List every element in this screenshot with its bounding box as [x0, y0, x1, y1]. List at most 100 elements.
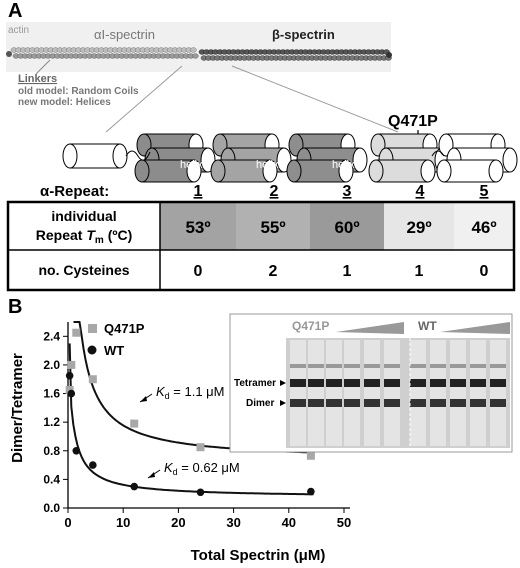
data-point-q471p	[306, 451, 315, 460]
data-point-wt	[67, 389, 76, 398]
data-point-wt	[72, 446, 81, 455]
y-tick-label: 2.0	[43, 358, 60, 372]
repeat-number-5: 5	[480, 183, 489, 200]
gel-dimer-arrow	[280, 400, 286, 406]
gel-lane	[450, 340, 466, 446]
kd-wt-arrowhead	[148, 472, 155, 478]
gel-band-tetramer	[344, 379, 360, 387]
kd-wt-label: Kd = 0.62 μM	[164, 460, 240, 477]
legend-label-wt: WT	[104, 343, 124, 358]
tm-cell-5	[454, 202, 514, 250]
panel-b-letter: B	[8, 296, 23, 318]
gel-band-dimer	[364, 399, 380, 407]
helix-cylinder	[436, 159, 504, 183]
data-point-q471p	[130, 419, 139, 428]
gel-tetramer-arrow	[280, 380, 286, 386]
legend-marker-q471p	[88, 324, 97, 333]
linker-loop	[431, 150, 445, 157]
gel-band-tetramer	[450, 379, 466, 387]
gel-band-upper	[430, 364, 446, 368]
data-point-q471p	[65, 385, 74, 394]
gel-lane	[384, 340, 400, 446]
alpha-spectrin-bead	[190, 47, 197, 53]
chart-points	[65, 328, 315, 497]
fit-curve-wt	[68, 343, 314, 496]
gel-q471p-label: Q471P	[292, 319, 329, 333]
table-border	[6, 200, 516, 292]
gel-lane	[490, 340, 506, 446]
gel-lanes	[290, 340, 506, 446]
gel-band-tetramer	[308, 379, 324, 387]
tm-value-4: 29º	[406, 218, 431, 237]
data-point-q471p	[88, 375, 97, 384]
x-tick-label: 20	[171, 515, 185, 530]
gel-band-dimer	[326, 399, 342, 407]
gel-band-tetramer	[326, 379, 342, 387]
old-model-label: old model: Random Coils	[18, 86, 139, 97]
gel-q471p-gradient-wedge	[336, 322, 404, 334]
gel-band-tetramer	[490, 379, 506, 387]
y-tick-label: 1.2	[43, 415, 60, 429]
gel-band-upper	[364, 364, 380, 368]
binding-chart: 0 10 20 30 40 50 0.0 0.4 0.8 1.2 1.6 2.0 2.4 Total S…	[9, 313, 513, 564]
actin-label: actin	[8, 25, 29, 36]
tm-value-1: 53º	[185, 218, 210, 237]
y-tick-label: 0.8	[43, 444, 60, 458]
gel-band-tetramer	[384, 379, 400, 387]
gel-band-upper	[326, 364, 342, 368]
gel-lane	[326, 340, 342, 446]
repeat-table: individual Repeat Tm (ºC) 53º 55º 60º 29…	[6, 200, 516, 292]
x-tick-label: 10	[116, 515, 130, 530]
repeat-row-label: α-Repeat:	[40, 183, 109, 200]
helix-cylinder	[368, 159, 436, 183]
repeat-number-1: 1	[194, 183, 203, 200]
gel-band-dimer	[290, 399, 306, 407]
data-point-wt	[130, 482, 139, 491]
data-point-wt	[65, 371, 74, 380]
cys-label: no. Cysteines	[38, 262, 129, 278]
gel-band-tetramer	[430, 379, 446, 387]
cys-value-2: 2	[269, 263, 278, 280]
helix-cylinder	[286, 159, 354, 183]
gel-lane	[410, 340, 426, 446]
y-tick-label: 0.0	[43, 501, 60, 515]
x-tick-label: 50	[337, 515, 351, 530]
alpha-spectrin-label: αI-spectrin	[94, 27, 155, 42]
x-axis-label: Total Spectrin (μM)	[191, 547, 326, 564]
data-point-wt	[307, 487, 315, 496]
gel-wt-gradient-wedge	[440, 322, 510, 334]
repeat-number-2: 2	[270, 183, 279, 200]
tm-label-line2: Repeat Tm (ºC)	[36, 227, 133, 246]
cys-value-5: 0	[480, 263, 489, 280]
tm-label-line1: individual	[51, 208, 116, 224]
gel-band-tetramer	[410, 379, 426, 387]
gel-band-upper	[450, 364, 466, 368]
y-tick-label: 2.4	[43, 329, 60, 343]
gel-lane	[290, 340, 306, 446]
legend-label-q471p: Q471P	[104, 321, 145, 336]
actin-end-bead	[386, 52, 392, 58]
tm-value-3: 60º	[334, 218, 359, 237]
gel-band-upper	[290, 364, 306, 368]
helix-label: helix	[180, 159, 203, 171]
helix-label: helix	[256, 159, 279, 171]
helix-cylinder	[134, 159, 202, 183]
gel-band-upper	[384, 364, 400, 368]
tm-cell-2	[236, 202, 310, 250]
legend-marker-wt	[87, 345, 97, 355]
kd-q471p-label: Kd = 1.1 μM	[156, 384, 225, 401]
linkers-label: Linkers	[18, 73, 57, 85]
gel-band-dimer	[384, 399, 400, 407]
gel-band-tetramer	[470, 379, 486, 387]
data-point-q471p	[67, 360, 76, 369]
gel-band-dimer	[410, 399, 426, 407]
gel-dimer-label: Dimer	[246, 398, 274, 409]
gel-band-upper	[470, 364, 486, 368]
mutation-label: Q471P	[388, 113, 438, 130]
linker-loop	[125, 150, 151, 161]
gel-band-dimer	[490, 399, 506, 407]
gel-band-tetramer	[364, 379, 380, 387]
tm-cell-1	[160, 202, 236, 250]
gel-lane	[344, 340, 360, 446]
y-axis-label: Dimer/Tetramer	[9, 353, 26, 463]
